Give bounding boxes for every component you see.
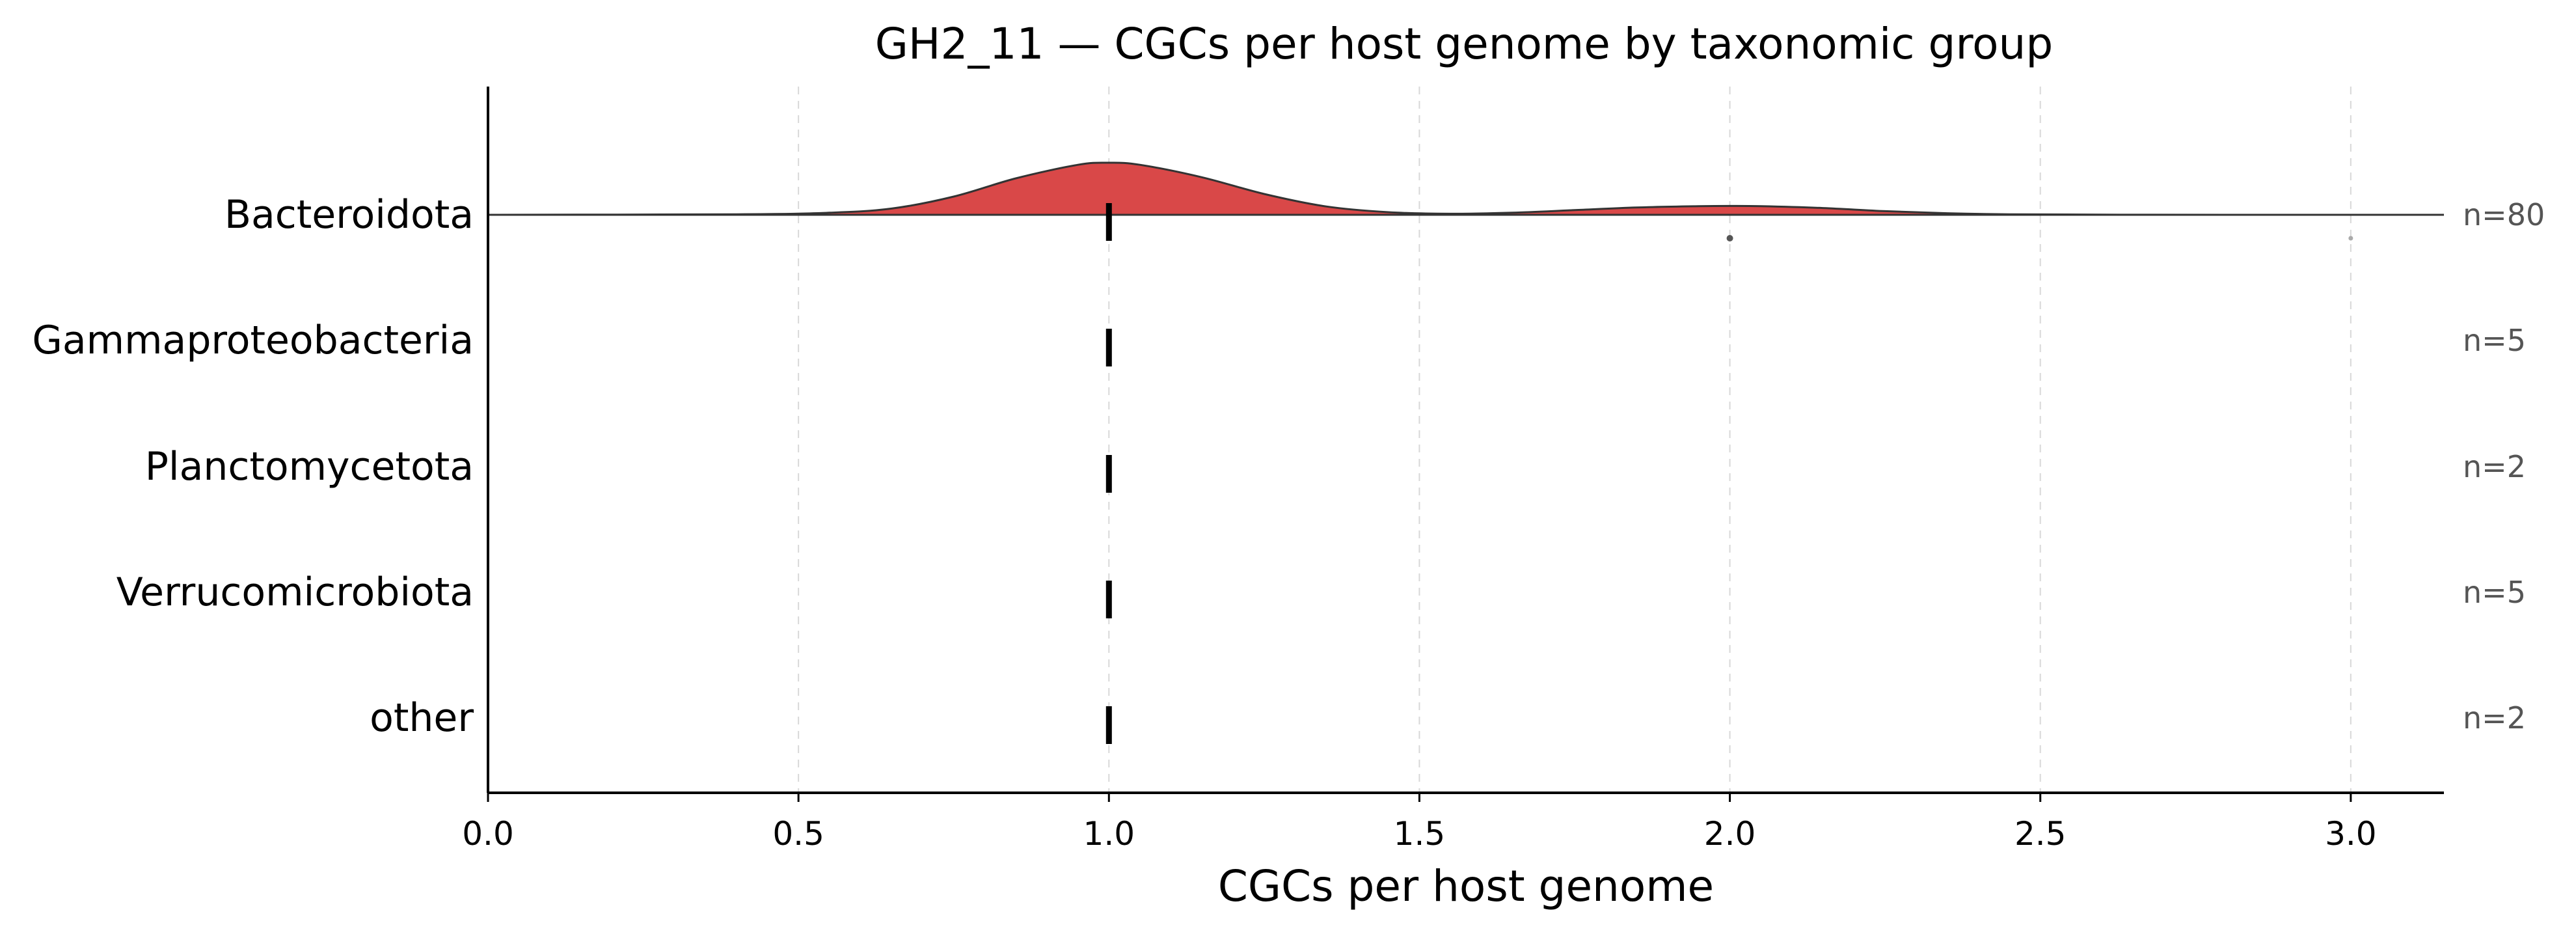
group-count-label: n=5 <box>2463 575 2526 610</box>
chart-title: GH2_11 — CGCs per host genome by taxonom… <box>875 19 2054 69</box>
x-axis-label: CGCs per host genome <box>1218 861 1714 911</box>
group-labels: Bacteroidota n=80 Gammaproteobacteria n=5 Pl… <box>32 192 2545 741</box>
outlier-point <box>1726 235 1733 241</box>
x-tick-label: 3.0 <box>2325 815 2377 853</box>
group-label: other <box>370 695 474 741</box>
group-count-label: n=2 <box>2463 700 2526 736</box>
group-label: Verrucomicrobiota <box>116 570 474 615</box>
density-ridge-bacteroidota <box>487 161 2445 216</box>
x-tick-label: 2.5 <box>2014 815 2067 853</box>
x-tick-label: 2.0 <box>1704 815 1756 853</box>
x-tick-label: 0.0 <box>462 815 514 853</box>
group-label: Planctomycetota <box>145 444 474 489</box>
group-count-label: n=80 <box>2463 197 2545 232</box>
x-tick-label: 0.5 <box>772 815 824 853</box>
ridges <box>487 161 2445 744</box>
x-tick-label: 1.0 <box>1083 815 1135 853</box>
x-ticks: 0.0 0.5 1.0 1.5 2.0 2.5 3.0 <box>462 793 2377 853</box>
group-count-label: n=2 <box>2463 449 2526 484</box>
x-tick-label: 1.5 <box>1394 815 1446 853</box>
axes <box>487 87 2444 794</box>
group-label: Bacteroidota <box>224 192 474 238</box>
group-label: Gammaproteobacteria <box>32 318 474 363</box>
outlier-point <box>2348 236 2353 241</box>
group-count-label: n=5 <box>2463 323 2526 358</box>
